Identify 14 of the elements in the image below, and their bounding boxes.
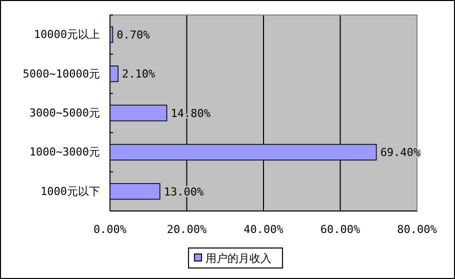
text: 69.40%	[380, 146, 420, 160]
x-tick-label: 0.00%	[93, 222, 127, 236]
y-tick-label: 5000~10000元	[22, 67, 100, 80]
y-tick-label: 10000元以上	[34, 28, 100, 42]
x-tick-label: 80.00%	[397, 222, 438, 236]
y-tick-label: 1000~3000元	[29, 146, 100, 159]
text: 2.10%	[122, 68, 156, 81]
legend-label: 用户的月收入	[206, 252, 272, 265]
y-tick-label: 3000~5000元	[29, 106, 100, 120]
y-tick-label: 1000元以下	[40, 184, 100, 198]
x-tick-label: 60.00%	[320, 222, 360, 236]
x-tick-label: 40.00%	[244, 222, 284, 236]
text: 0.70%	[116, 28, 150, 42]
x-tick-label: 20.00%	[166, 222, 207, 236]
